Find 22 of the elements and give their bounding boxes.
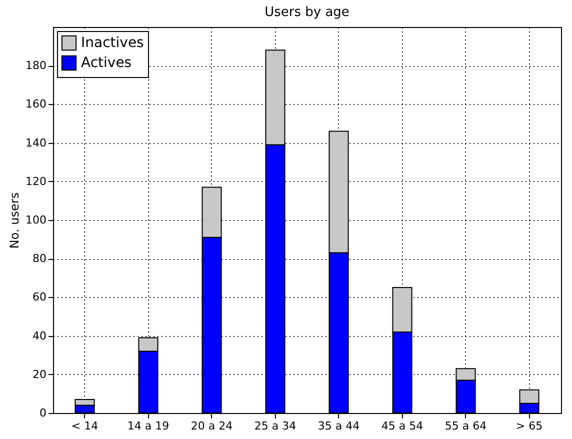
chart-title: Users by age bbox=[264, 5, 350, 20]
y-axis-title: No. users bbox=[8, 192, 22, 249]
y-tick-label: 80 bbox=[32, 252, 46, 266]
y-tick-label: 0 bbox=[40, 406, 46, 420]
legend-label: Inactives bbox=[81, 35, 144, 51]
x-tick-label: 45 a 54 bbox=[381, 420, 424, 432]
y-tick-label: 160 bbox=[26, 98, 46, 111]
x-tick-label: 20 a 24 bbox=[190, 420, 233, 432]
y-tick-label: 60 bbox=[32, 290, 46, 304]
legend-label: Actives bbox=[81, 55, 132, 71]
x-tick-label: 55 a 64 bbox=[444, 420, 487, 432]
x-tick-label: > 65 bbox=[516, 420, 543, 432]
x-tick-label: 35 a 44 bbox=[318, 420, 360, 432]
y-tick-label: 180 bbox=[26, 59, 46, 72]
y-tick-label: 20 bbox=[32, 368, 46, 381]
x-tick-label: < 14 bbox=[71, 420, 98, 432]
y-tick-label: 100 bbox=[26, 214, 46, 226]
y-tick-label: 40 bbox=[32, 329, 46, 342]
x-tick-label: 25 a 34 bbox=[254, 420, 296, 432]
x-tick-label: 14 a 19 bbox=[127, 420, 170, 432]
y-tick-label: 120 bbox=[26, 174, 46, 188]
y-tick-label: 140 bbox=[26, 136, 46, 150]
